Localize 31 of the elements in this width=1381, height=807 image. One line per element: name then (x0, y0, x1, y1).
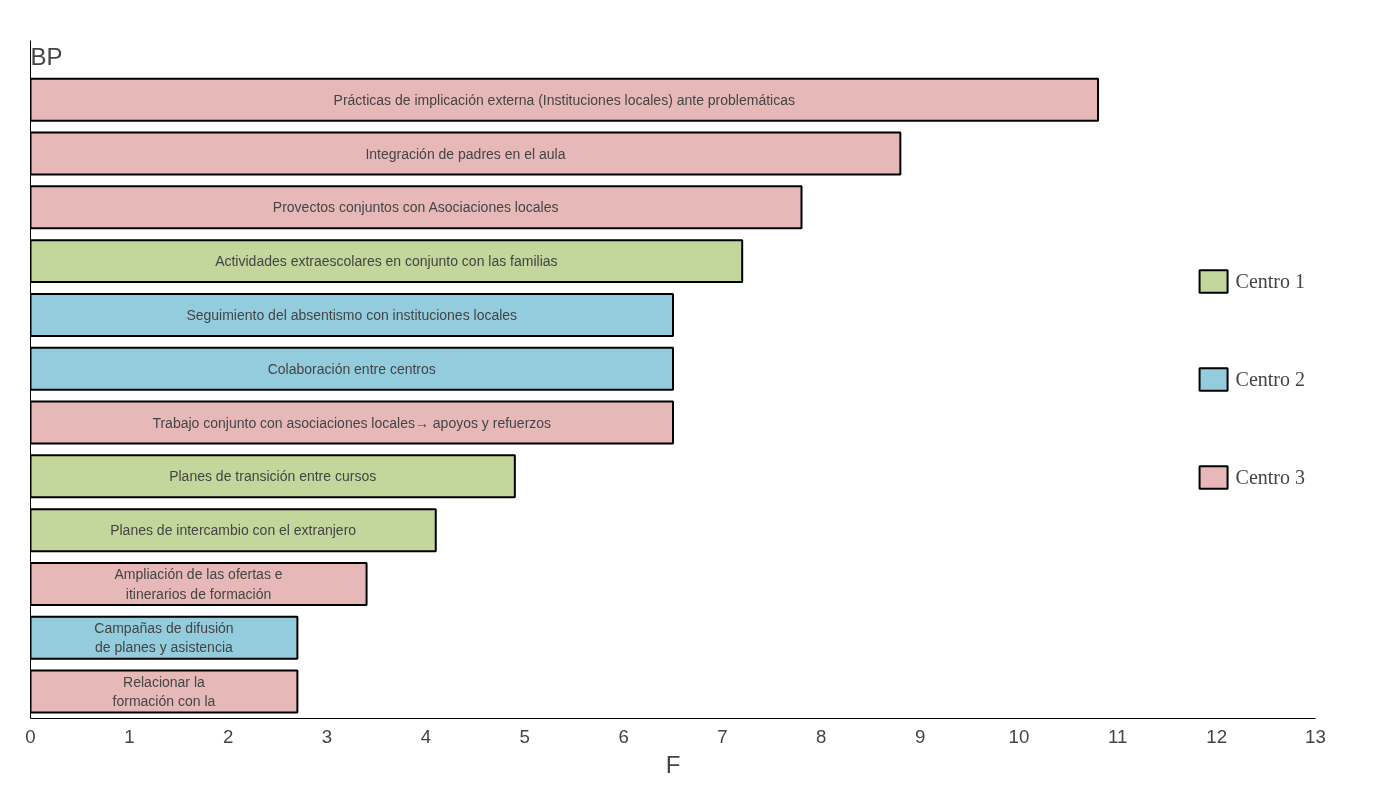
x-tick-label: 1 (124, 725, 135, 747)
x-axis-title: F (665, 750, 681, 778)
y-tick-label: Colaboración entre centros (267, 360, 436, 377)
x-tick-label: 12 (1206, 725, 1228, 747)
x-tick-label: 0 (25, 725, 36, 747)
y-tick-label: Seguimiento del absentismo con instituciones locales (186, 306, 518, 323)
legend-label: Centro 1 (1235, 269, 1305, 293)
y-tick-label: Integración de padres en el aula (365, 145, 566, 162)
x-tick-label: 11 (1108, 725, 1128, 747)
x-tick-label: 7 (717, 725, 728, 747)
x-tick-label: 6 (618, 725, 629, 747)
y-tick-label: Actividades extraescolares en conjunto con las familias (215, 253, 558, 270)
y-tick-label: Provectos conjuntos con Asociaciones locales (272, 199, 559, 216)
y-tick-label: Campañas de difusión de planes y asistencia (94, 620, 234, 656)
legend-label: Centro 2 (1235, 367, 1305, 391)
x-tick-label: 10 (1008, 725, 1030, 747)
y-tick-label: Prácticas de implicación externa (Instituciones locales) ante problemáticas (333, 91, 795, 108)
x-tick-label: 13 (1305, 725, 1326, 747)
y-tick-label: Relacionar la formación con la (112, 674, 216, 710)
y-tick-label: Planes de intercambio con el extranjero (110, 522, 357, 539)
y-tick-label: Ampliación de las ofertas e itinerarios de formación (114, 566, 283, 602)
x-tick-label: 3 (321, 725, 333, 747)
y-axis-title: BP (30, 43, 63, 71)
x-tick-label: 4 (420, 725, 432, 747)
y-tick-label: Planes de transición entre cursos (169, 468, 377, 485)
x-tick-label: 8 (816, 725, 827, 747)
x-tick-label: 5 (519, 725, 530, 747)
x-tick-label: 2 (223, 725, 234, 747)
y-tick-label: Trabajo conjunto con asociaciones locales→ apoyos y refuerzos (152, 414, 552, 431)
x-tick-label: 9 (914, 725, 926, 747)
legend-label: Centro 3 (1235, 465, 1305, 489)
